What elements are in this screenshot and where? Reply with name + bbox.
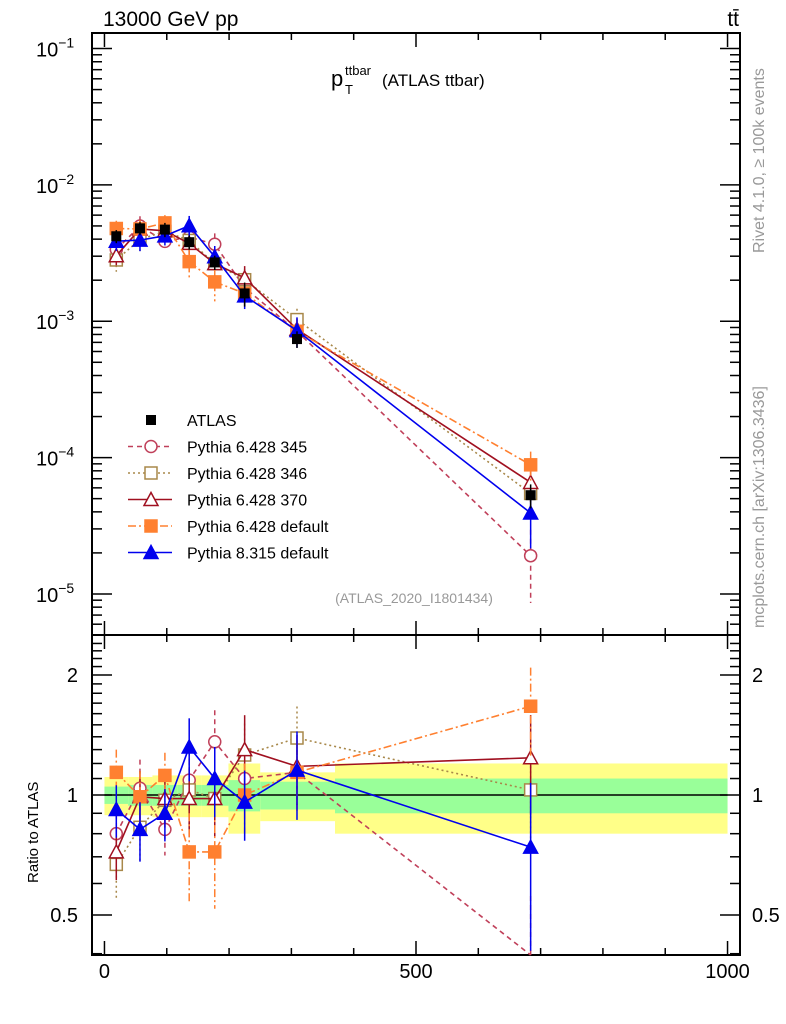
data-point-ratio [522,749,539,765]
y-tick-label: 10−5 [36,580,74,607]
data-point-ratio [522,838,539,854]
legend-label: Pythia 8.315 default [187,546,329,563]
data-point-ratio [182,845,196,859]
ratio-y-tick-label: 1 [67,785,78,807]
legend-marker [144,466,158,480]
title-sup: ttbar [345,63,372,78]
data-point-atlas [159,224,170,235]
data-point-ratio [236,741,253,757]
header-left: 13000 GeV pp [103,8,238,31]
axis-ticks: 0 500 1000 10−1 10−2 10−3 10−4 10−5 2 2 1 1 0.5 0.5 [36,33,780,983]
data-point-atlas [525,490,536,501]
data-point-ratio [523,699,538,713]
side-label-top: Rivet 4.1.0, ≥ 100k events [751,68,768,253]
series-line-top [115,230,532,495]
data-point-atlas [134,223,145,234]
data-point-ratio [133,790,147,804]
plot-title: p ttbar T (ATLAS ttbar) [331,63,485,97]
series-pythia-8-315-default [108,215,539,951]
data-point-atlas [209,257,220,268]
legend-label: Pythia 6.428 370 [187,493,307,510]
y-tick-label: 10−3 [36,307,74,334]
y-tick-label: 10−1 [36,35,74,62]
data-point-top [108,247,125,263]
data-point-ratio [131,820,149,837]
data-point-ratio [156,804,174,821]
data-point-top [523,548,538,563]
legend-marker [142,490,160,507]
series-line-ratio [115,745,531,848]
x-tick-label: 500 [399,961,432,983]
series-pythia-6-428-345 [109,216,538,956]
ratio-y-tick-label: 0.5 [50,905,78,927]
data-point-ratio [206,769,224,786]
ratio-y-tick-label: 2 [67,665,78,687]
legend-label: Pythia 6.428 345 [187,440,307,457]
data-point-ratio [236,793,253,809]
legend-label: Pythia 6.428 default [187,519,329,536]
data-point-ratio [109,765,124,780]
data-point-atlas [239,288,250,299]
x-tick-label: 1000 [705,961,750,983]
series-line-top [116,221,532,466]
data-point-ratio [180,738,198,754]
series-marks [108,215,539,956]
title-rest: (ATLAS ttbar) [382,71,485,90]
data-point-ratio [288,761,306,777]
legend-marker [144,439,158,454]
analysis-label: (ATLAS_2020_I1801434) [335,590,493,606]
data-point-ratio [158,768,172,783]
ratio-y-tick-label-right: 0.5 [752,905,780,927]
legend-marker [144,519,158,533]
data-point-atlas [291,334,302,345]
data-point-ratio [108,843,125,859]
ratio-ylabel: Ratio to ATLAS [25,782,42,883]
y-tick-label: 10−2 [36,171,74,198]
side-label-bottom: mcplots.cern.ch [arXiv:1306.3436] [751,386,768,628]
data-point-top [522,504,539,520]
data-point-top [131,231,149,247]
legend-marker [142,543,160,560]
legend-label: ATLAS [187,413,237,430]
series-atlas [111,222,536,509]
data-point-ratio [180,789,198,806]
title-sub: T [345,82,353,97]
series-line-top [116,224,532,514]
legend-label: Pythia 6.428 346 [187,466,307,483]
legend: ATLAS Pythia 6.428 345 Pythia 6.428 346 Pyt… [128,413,329,563]
header-right: tt̄ [727,8,739,31]
data-point-top [182,254,196,269]
title-main: p [331,66,343,91]
y-tick-label: 10−4 [36,444,74,471]
data-point-top [207,275,222,289]
series-line-ratio [115,740,532,956]
data-point-top [180,217,198,233]
data-point-ratio [207,845,222,859]
data-point-top [523,458,538,472]
data-point-atlas [111,231,122,242]
ratio-y-tick-label-right: 1 [752,785,763,807]
x-tick-label: 0 [99,961,110,983]
ratio-y-tick-label-right: 2 [752,665,763,687]
legend-marker-atlas [146,415,156,425]
data-point-ratio [108,800,125,817]
series-line-top [115,225,532,557]
data-point-ratio [207,735,222,749]
data-point-atlas [184,237,195,248]
